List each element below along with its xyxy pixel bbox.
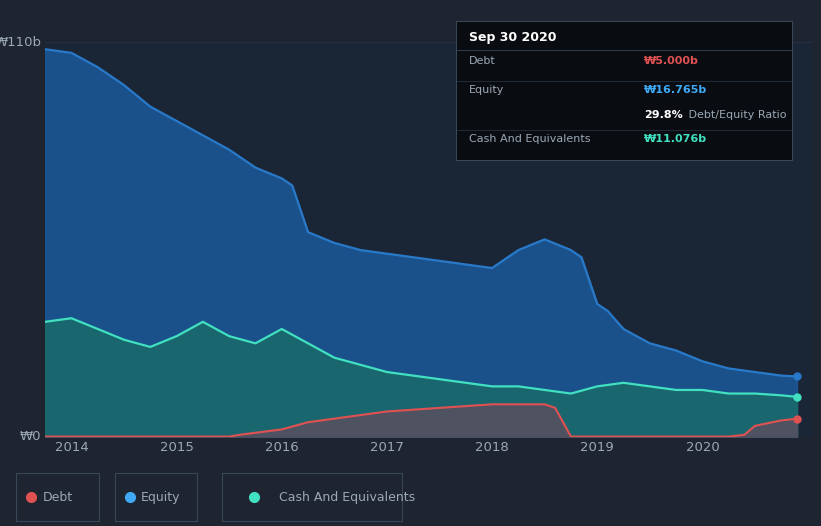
Text: ₩110b: ₩110b [0,36,41,48]
Text: ₩11.076b: ₩11.076b [644,134,707,144]
Text: Equity: Equity [141,491,181,503]
Text: Debt/Equity Ratio: Debt/Equity Ratio [685,110,786,120]
Text: Sep 30 2020: Sep 30 2020 [469,31,557,44]
Text: ₩16.765b: ₩16.765b [644,85,708,95]
Text: Cash And Equivalents: Cash And Equivalents [279,491,415,503]
Text: Cash And Equivalents: Cash And Equivalents [469,134,590,144]
Text: Debt: Debt [469,56,496,66]
Text: Equity: Equity [469,85,504,95]
Text: ₩0: ₩0 [20,430,41,443]
Text: 29.8%: 29.8% [644,110,683,120]
Text: ₩5.000b: ₩5.000b [644,56,699,66]
Text: Debt: Debt [43,491,73,503]
